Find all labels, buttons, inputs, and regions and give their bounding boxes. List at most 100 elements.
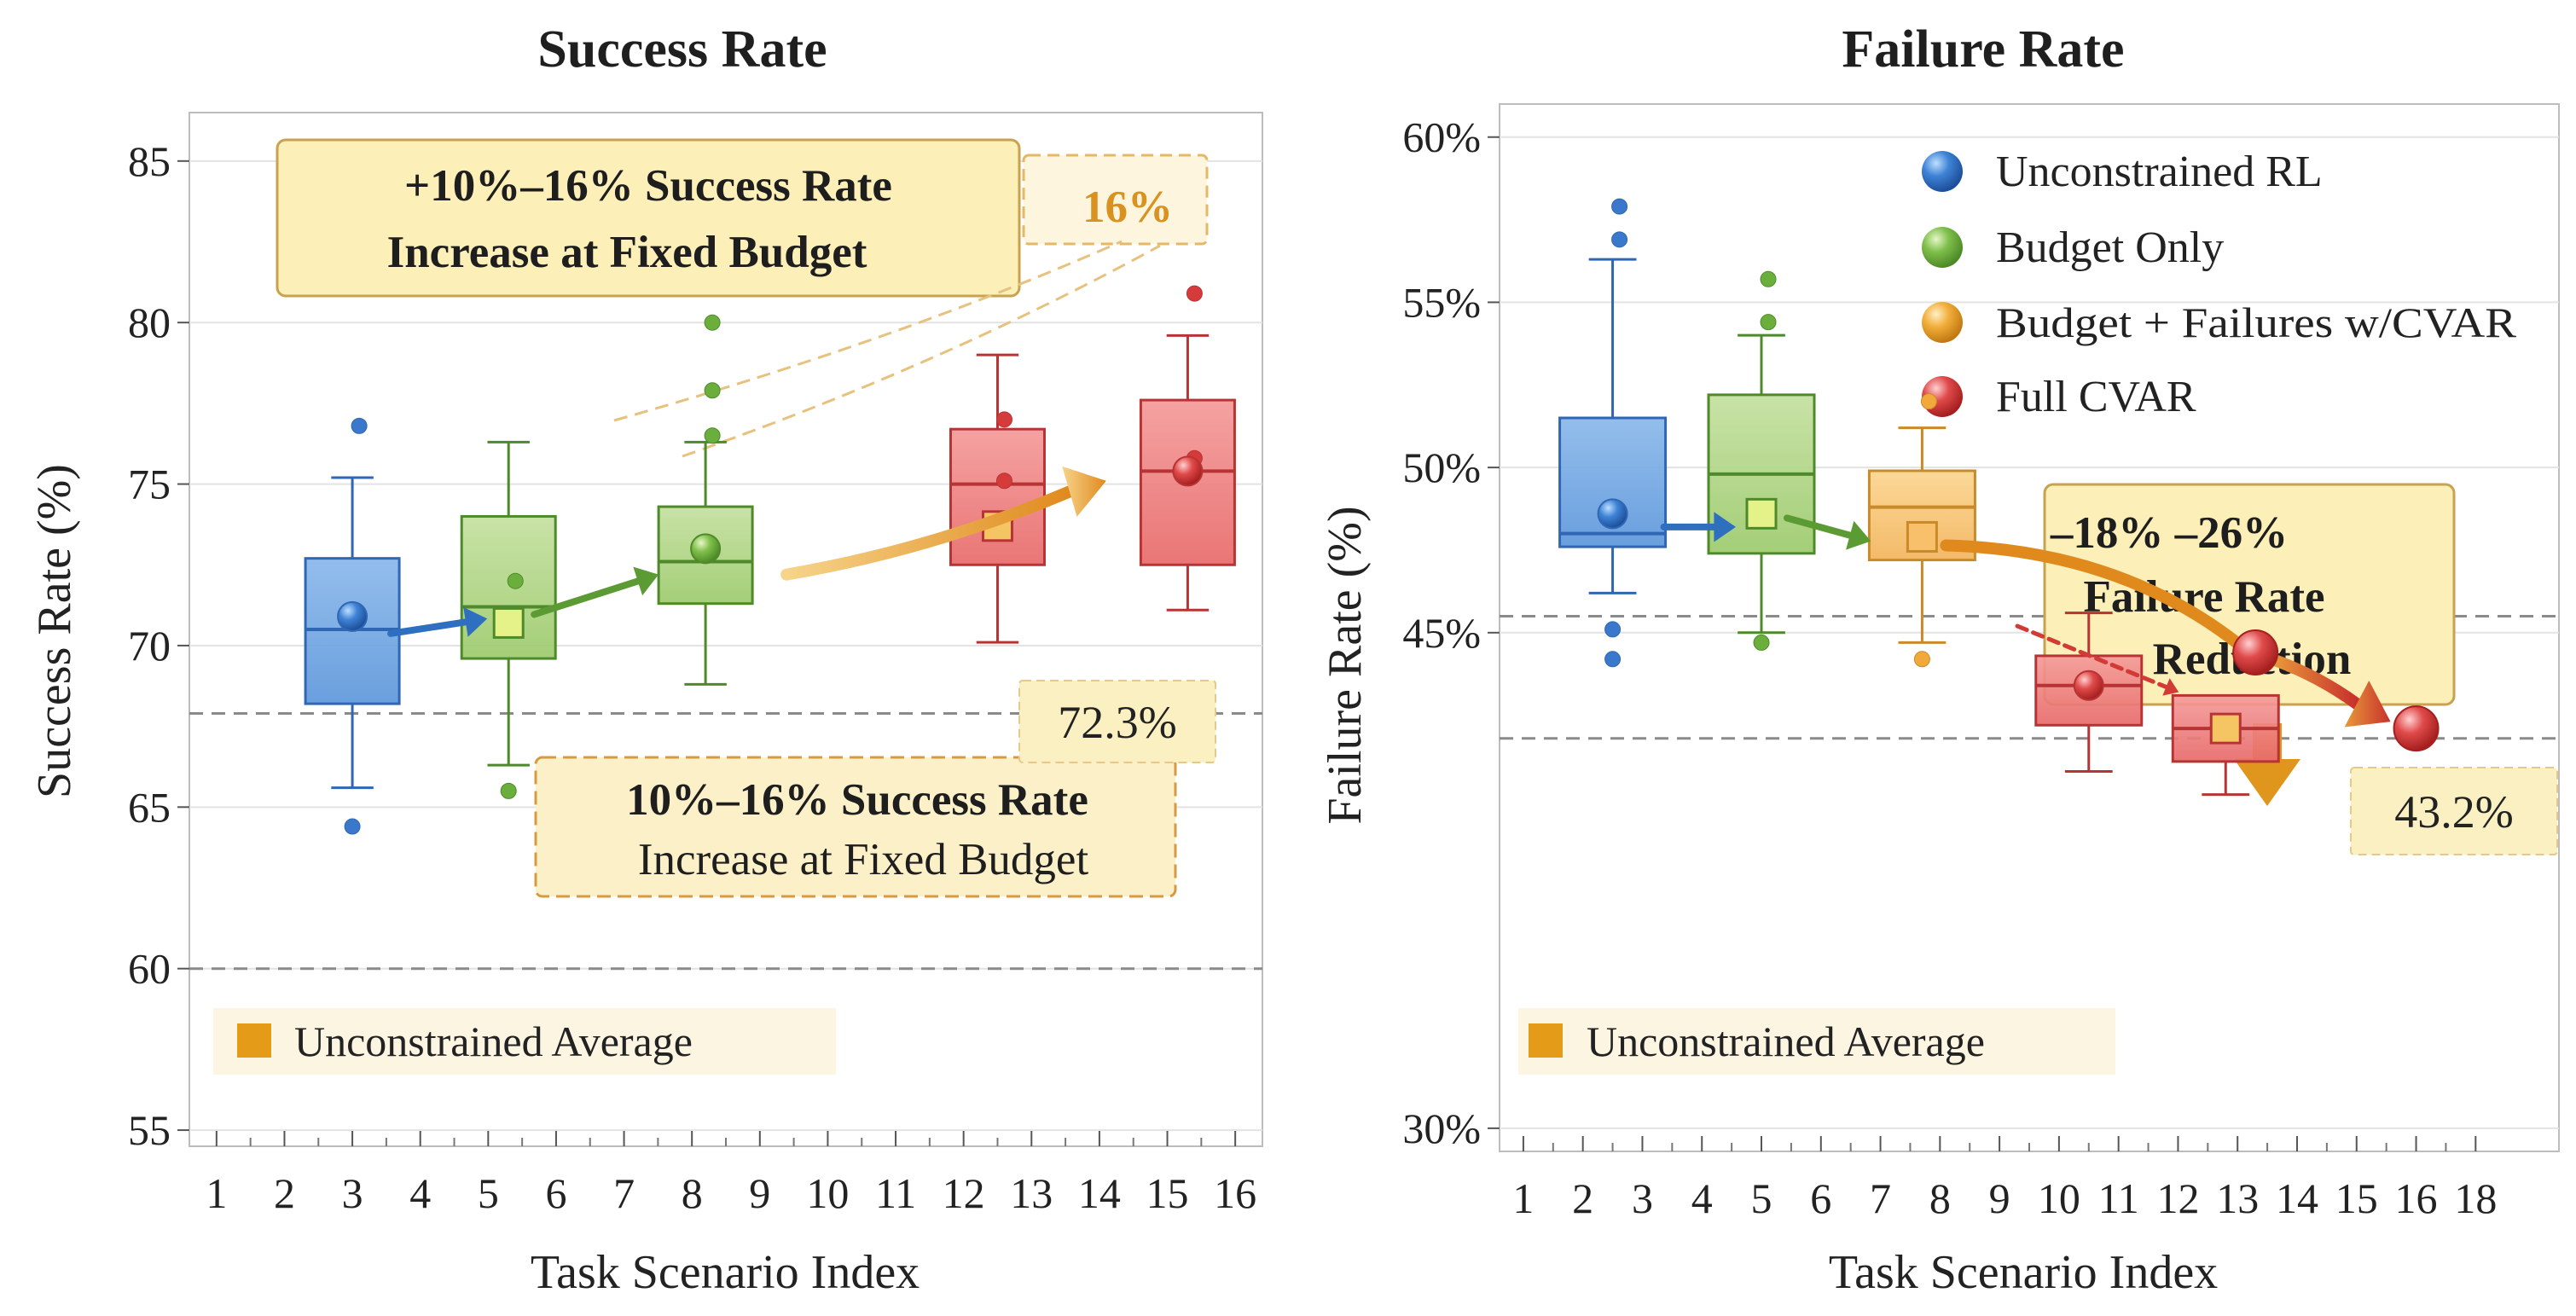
right-chart: Failure Rate 30%45%50%55%60% 1 2 3 4 5 6 7 8 9 10… <box>1319 20 2560 1299</box>
outlier-point <box>1186 285 1203 302</box>
mean-marker-circle <box>1172 455 1204 487</box>
left-value-label: 72.3% <box>1058 697 1176 748</box>
x-tick-label: 1 <box>1512 1174 1534 1222</box>
x-tick-label: 1 <box>206 1169 227 1217</box>
x-tick-label: 7 <box>1870 1174 1891 1222</box>
x-tick-label: 8 <box>1929 1174 1951 1222</box>
box-unconstrained-rl-1 <box>1558 198 1668 668</box>
left-top-callout-line2: Increase at Fixed Budget <box>387 228 867 277</box>
left-inline-legend-box <box>213 1008 836 1075</box>
left-bottom-callout-box <box>534 756 1177 898</box>
y-tick-label: 60% <box>1402 113 1481 161</box>
trend-arrow-orange-head <box>1062 466 1106 517</box>
x-tick-label: 4 <box>1691 1174 1713 1222</box>
trend-arrow-green-shaft <box>531 577 641 618</box>
mean-marker-circle <box>690 533 722 565</box>
legend-marker-blue <box>1922 151 1963 192</box>
outlier-point <box>1604 651 1622 668</box>
legend-label: Unconstrained RL <box>1996 148 2323 196</box>
x-tick-label: 11 <box>875 1169 916 1217</box>
legend-item-budget-only: Budget Only <box>1922 223 2224 272</box>
box-full-cvar-4 <box>949 353 1046 644</box>
x-tick-label: 6 <box>545 1169 566 1217</box>
mean-marker-circle <box>337 600 368 632</box>
y-tick-label: 55% <box>1402 278 1481 326</box>
outlier-point <box>1604 621 1622 638</box>
outlier-point <box>507 572 524 589</box>
y-tick-label: 55 <box>128 1106 171 1154</box>
outlier-point <box>1760 314 1777 331</box>
y-tick-label: 80 <box>128 299 171 346</box>
trend-point-2 <box>2393 705 2440 752</box>
x-tick-label: 2 <box>274 1169 295 1217</box>
left-top-value-label: 16% <box>1082 183 1173 232</box>
trend-arrow-blue <box>1660 512 1737 542</box>
box-body <box>949 427 1046 566</box>
x-tick-label: 6 <box>1810 1174 1831 1222</box>
left-y-axis-label: Success Rate (%) <box>28 464 81 798</box>
legend-item-full-cvar: Full CVAR <box>1922 373 2196 421</box>
mean-marker-circle <box>1597 498 1628 530</box>
box-unconstrained-rl-1 <box>304 417 401 835</box>
right-callout-line1: –18% –26% <box>2050 508 2288 558</box>
trend-arrow-green-head <box>1846 520 1871 550</box>
x-tick-label: 3 <box>1632 1174 1653 1222</box>
right-inline-legend-label: Unconstrained Average <box>1587 1017 1985 1065</box>
left-top-callout-box <box>276 138 1021 298</box>
x-tick-label: 13 <box>2216 1174 2259 1222</box>
trend-arrow-blue-shaft <box>387 618 469 637</box>
mean-marker-square <box>1906 520 1938 553</box>
trend-arrow-blue-head <box>463 606 488 637</box>
box-budget-only-2 <box>1707 270 1816 651</box>
left-value-label-box <box>1018 680 1216 763</box>
legend-marker-orange <box>1922 302 1963 343</box>
outlier-point <box>704 314 721 331</box>
trend-arrow-blue <box>387 606 488 637</box>
legend-marker-green <box>1922 227 1963 268</box>
outlier-point <box>500 782 517 799</box>
trend-arrow-blue-head <box>1714 512 1737 542</box>
left-top-dashed-connector <box>613 240 1123 422</box>
x-tick-label: 5 <box>478 1169 499 1217</box>
mean-marker-square <box>2209 712 2242 745</box>
right-chart-title: Failure Rate <box>1842 20 2124 78</box>
x-tick-label: 7 <box>613 1169 635 1217</box>
trend-curve-orange <box>1940 539 2245 651</box>
left-bottom-callout-line2: Increase at Fixed Budget <box>638 835 1089 884</box>
left-top-callout-line1: +10%–16% Success Rate <box>404 161 892 211</box>
right-white-patch <box>2307 1006 2516 1099</box>
y-tick-label: 70 <box>128 622 171 670</box>
outlier-point <box>1920 393 1937 410</box>
trend-point-1 <box>2232 629 2279 676</box>
left-chart-title: Success Rate <box>537 20 827 78</box>
outlier-point <box>344 818 361 835</box>
y-tick-label: 45% <box>1402 609 1481 657</box>
right-legend: Unconstrained RL Budget Only Budget + Fa… <box>1922 148 2517 421</box>
x-tick-label: 12 <box>943 1169 985 1217</box>
x-tick-label: 5 <box>1751 1174 1772 1222</box>
mean-marker-square <box>1745 497 1778 530</box>
x-tick-label: 13 <box>1010 1169 1053 1217</box>
y-tick-label: 50% <box>1402 443 1481 491</box>
legend-label: Budget Only <box>1996 223 2224 272</box>
outlier-point <box>1753 634 1770 651</box>
outlier-point <box>1760 270 1777 287</box>
trend-arrow-red-dashed-head <box>2162 678 2179 696</box>
left-x-axis-label: Task Scenario Index <box>531 1246 920 1299</box>
outlier-point <box>1611 231 1628 248</box>
trend-arrow-red-dashed-shaft <box>2015 623 2168 689</box>
trend-arrow-red <box>2266 653 2391 728</box>
box-full-cvar-5 <box>1139 285 1236 612</box>
left-white-patch <box>955 1003 1215 1088</box>
y-tick-label: 30% <box>1402 1104 1481 1152</box>
x-tick-label: 9 <box>749 1169 770 1217</box>
x-tick-label: 15 <box>2335 1174 2378 1222</box>
left-inline-legend-swatch <box>237 1023 271 1058</box>
x-tick-label: 10 <box>2038 1174 2080 1222</box>
left-inline-legend-label: Unconstrained Average <box>294 1017 693 1065</box>
outlier-point <box>1913 651 1930 668</box>
box-full-cvar-4 <box>2034 612 2144 774</box>
legend-item-budget-failures-cvar: Budget + Failures w/CVAR <box>1922 299 2517 346</box>
